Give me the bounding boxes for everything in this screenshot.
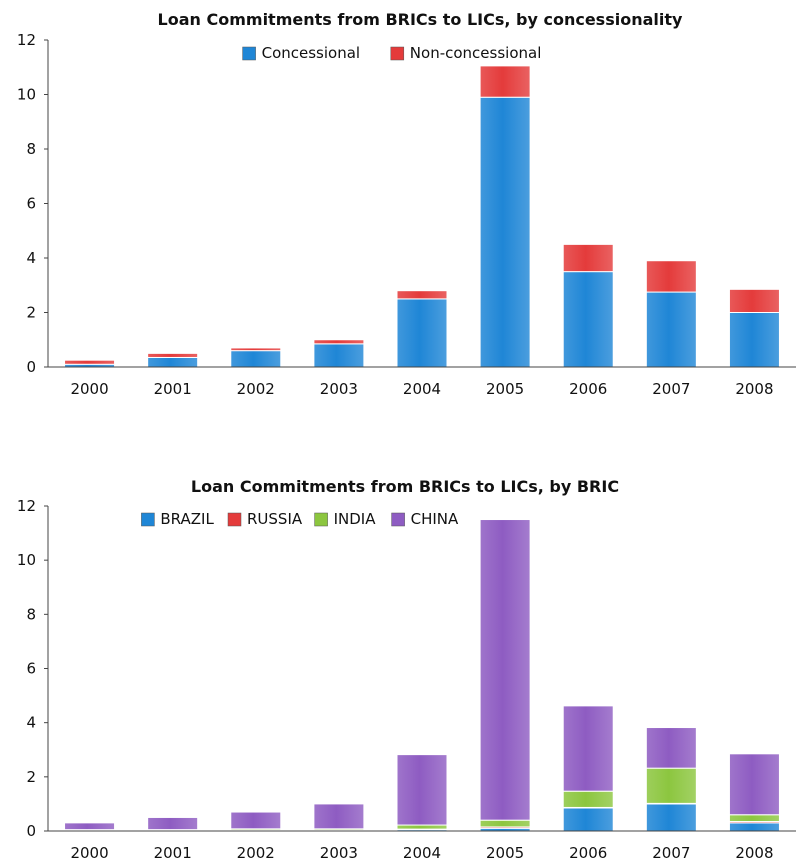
x-tick-label: 2006 — [569, 380, 607, 398]
concessionality-chart: Loan Commitments from BRICs to LICs, by … — [17, 10, 796, 398]
bar-concessional-2007 — [645, 291, 697, 368]
y-tick-label: 8 — [26, 605, 36, 623]
plot-area — [64, 519, 780, 832]
bar-non-concessional-2008 — [728, 288, 780, 313]
x-tick-label: 2001 — [154, 844, 192, 862]
y-tick-label: 8 — [26, 140, 36, 158]
bar-india-2005 — [479, 819, 531, 828]
x-tick-label: 2000 — [70, 380, 108, 398]
bar-china-2001 — [147, 816, 199, 831]
legend-swatch-china — [391, 512, 405, 527]
y-tick-label: 12 — [17, 497, 36, 515]
bar-brazil-2007 — [645, 803, 697, 832]
x-tick-label: 2008 — [735, 844, 773, 862]
bar-concessional-2003 — [313, 343, 365, 368]
x-tick-label: 2008 — [735, 380, 773, 398]
x-tick-label: 2004 — [403, 380, 441, 398]
legend-label-india: INDIA — [334, 510, 377, 528]
y-tick-label: 2 — [26, 304, 36, 322]
chart-title: Loan Commitments from BRICs to LICs, by … — [191, 477, 619, 496]
y-tick-label: 10 — [17, 86, 36, 104]
bar-india-2007 — [645, 767, 697, 804]
bar-non-concessional-2006 — [562, 243, 614, 273]
bar-china-2002 — [230, 811, 282, 830]
y-axis: 0 2 4 6 8 10 12 — [17, 31, 49, 376]
y-axis: 0 2 4 6 8 10 12 — [17, 497, 49, 840]
legend-label-non-concessional: Non-concessional — [410, 44, 542, 62]
x-tick-label: 2005 — [486, 844, 524, 862]
bar-concessional-2001 — [147, 356, 199, 368]
x-tick-label: 2003 — [320, 380, 358, 398]
bar-india-2004 — [396, 824, 448, 830]
bar-non-concessional-2003 — [313, 339, 365, 345]
bar-china-2008 — [728, 753, 780, 816]
bar-brazil-2006 — [562, 807, 614, 832]
y-tick-label: 2 — [26, 768, 36, 786]
y-tick-label: 0 — [26, 822, 36, 840]
plot-area — [64, 65, 780, 368]
bar-brazil-2008 — [728, 822, 780, 832]
bar-non-concessional-2007 — [645, 260, 697, 293]
y-tick-label: 10 — [17, 551, 36, 569]
legend-swatch-brazil — [141, 512, 155, 527]
x-tick-label: 2004 — [403, 844, 441, 862]
bar-non-concessional-2004 — [396, 290, 448, 300]
y-tick-label: 6 — [26, 660, 36, 678]
x-axis: 2000 2001 2002 2003 2004 2005 2006 2007 2008 — [48, 830, 796, 862]
bar-non-concessional-2001 — [147, 352, 199, 358]
x-tick-label: 2007 — [652, 844, 690, 862]
x-tick-label: 2005 — [486, 380, 524, 398]
x-tick-label: 2006 — [569, 844, 607, 862]
x-tick-label: 2001 — [154, 380, 192, 398]
bar-china-2000 — [64, 822, 116, 831]
legend-swatch-concessional — [242, 46, 256, 61]
x-tick-label: 2007 — [652, 380, 690, 398]
bar-china-2005 — [479, 519, 531, 821]
bar-china-2004 — [396, 754, 448, 826]
legend: Concessional Non-concessional — [242, 44, 542, 62]
legend-swatch-india — [314, 512, 328, 527]
legend-swatch-russia — [227, 512, 242, 527]
legend: BRAZIL RUSSIA INDIA CHINA — [141, 510, 459, 528]
x-axis: 2000 2001 2002 2003 2004 2005 2006 2007 2008 — [48, 366, 796, 398]
bar-concessional-2008 — [728, 312, 780, 368]
legend-label-russia: RUSSIA — [247, 510, 303, 528]
x-tick-label: 2002 — [237, 844, 275, 862]
bar-non-concessional-2005 — [479, 65, 531, 98]
bar-concessional-2004 — [396, 298, 448, 368]
y-tick-label: 4 — [26, 249, 36, 267]
y-tick-label: 12 — [17, 31, 36, 49]
legend-label-china: CHINA — [411, 510, 459, 528]
bar-non-concessional-2000 — [64, 359, 116, 365]
x-tick-label: 2003 — [320, 844, 358, 862]
bar-china-2007 — [645, 727, 697, 769]
bric-chart: Loan Commitments from BRICs to LICs, by … — [17, 477, 796, 862]
bar-concessional-2005 — [479, 96, 531, 368]
bar-concessional-2006 — [562, 271, 614, 368]
y-tick-label: 0 — [26, 358, 36, 376]
bar-india-2006 — [562, 790, 614, 808]
y-tick-label: 6 — [26, 195, 36, 213]
legend-label-brazil: BRAZIL — [160, 510, 214, 528]
x-tick-label: 2000 — [70, 844, 108, 862]
legend-swatch-non-concessional — [390, 46, 405, 61]
x-tick-label: 2002 — [237, 380, 275, 398]
bar-concessional-2002 — [230, 350, 282, 368]
bar-non-concessional-2002 — [230, 347, 282, 352]
bar-china-2006 — [562, 705, 614, 792]
bar-china-2003 — [313, 803, 365, 830]
chart-title: Loan Commitments from BRICs to LICs, by … — [158, 10, 683, 29]
legend-label-concessional: Concessional — [262, 44, 360, 62]
y-tick-label: 4 — [26, 714, 36, 732]
bar-india-2008 — [728, 814, 780, 823]
